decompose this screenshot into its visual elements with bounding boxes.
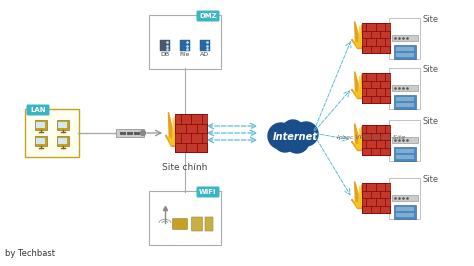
Circle shape: [282, 120, 304, 142]
Polygon shape: [352, 181, 365, 209]
FancyBboxPatch shape: [160, 40, 170, 44]
FancyBboxPatch shape: [362, 73, 390, 103]
FancyBboxPatch shape: [201, 48, 210, 51]
FancyBboxPatch shape: [396, 149, 414, 153]
Text: Site chính: Site chính: [162, 163, 208, 172]
Circle shape: [294, 122, 318, 146]
FancyBboxPatch shape: [396, 47, 414, 51]
FancyBboxPatch shape: [149, 15, 221, 69]
FancyBboxPatch shape: [35, 120, 47, 130]
FancyBboxPatch shape: [390, 177, 420, 218]
FancyBboxPatch shape: [396, 213, 414, 217]
FancyBboxPatch shape: [392, 85, 418, 91]
FancyBboxPatch shape: [394, 147, 416, 161]
Polygon shape: [352, 22, 365, 48]
FancyBboxPatch shape: [197, 186, 219, 197]
Text: AD: AD: [201, 52, 210, 57]
Polygon shape: [165, 112, 179, 146]
FancyBboxPatch shape: [394, 95, 416, 109]
FancyBboxPatch shape: [362, 23, 390, 53]
Polygon shape: [352, 123, 365, 151]
Text: Site: Site: [423, 117, 439, 126]
Polygon shape: [355, 128, 363, 149]
FancyBboxPatch shape: [390, 18, 420, 59]
FancyBboxPatch shape: [394, 45, 416, 59]
FancyBboxPatch shape: [396, 155, 414, 159]
Text: Site: Site: [423, 15, 439, 24]
FancyBboxPatch shape: [173, 218, 188, 230]
Circle shape: [274, 130, 296, 152]
FancyBboxPatch shape: [58, 122, 67, 128]
FancyBboxPatch shape: [36, 122, 46, 128]
FancyBboxPatch shape: [396, 207, 414, 211]
FancyBboxPatch shape: [390, 68, 420, 109]
Circle shape: [268, 123, 294, 149]
FancyBboxPatch shape: [201, 44, 210, 48]
Circle shape: [285, 129, 309, 153]
Text: Internet: Internet: [273, 132, 318, 142]
Text: DB: DB: [160, 52, 170, 57]
FancyBboxPatch shape: [35, 136, 47, 146]
FancyBboxPatch shape: [27, 105, 49, 115]
FancyBboxPatch shape: [396, 103, 414, 107]
Polygon shape: [355, 26, 363, 47]
Text: Site: Site: [423, 65, 439, 74]
Text: Ipsec VPN Site-to-Site: Ipsec VPN Site-to-Site: [337, 135, 405, 140]
FancyBboxPatch shape: [58, 138, 67, 144]
FancyBboxPatch shape: [396, 53, 414, 57]
Text: by Techbast: by Techbast: [5, 249, 55, 258]
Text: DMZ: DMZ: [199, 13, 217, 19]
FancyBboxPatch shape: [362, 125, 390, 155]
Polygon shape: [355, 186, 363, 207]
FancyBboxPatch shape: [57, 136, 69, 146]
Text: File: File: [180, 52, 190, 57]
FancyBboxPatch shape: [396, 97, 414, 101]
FancyBboxPatch shape: [160, 44, 170, 48]
FancyBboxPatch shape: [390, 119, 420, 160]
FancyBboxPatch shape: [149, 191, 221, 245]
FancyBboxPatch shape: [392, 137, 418, 143]
FancyBboxPatch shape: [394, 205, 416, 219]
FancyBboxPatch shape: [116, 129, 144, 137]
Polygon shape: [355, 76, 363, 97]
Text: Site: Site: [423, 175, 439, 184]
Circle shape: [140, 131, 146, 135]
FancyBboxPatch shape: [362, 183, 390, 213]
FancyBboxPatch shape: [180, 48, 190, 51]
Polygon shape: [352, 72, 365, 98]
FancyBboxPatch shape: [180, 40, 190, 44]
FancyBboxPatch shape: [191, 217, 202, 231]
FancyBboxPatch shape: [57, 120, 69, 130]
Text: LAN: LAN: [30, 107, 46, 113]
FancyBboxPatch shape: [180, 44, 190, 48]
FancyBboxPatch shape: [197, 10, 219, 22]
Polygon shape: [168, 118, 176, 144]
FancyBboxPatch shape: [25, 109, 79, 157]
Text: WiFi: WiFi: [199, 189, 217, 195]
FancyBboxPatch shape: [392, 35, 418, 41]
FancyBboxPatch shape: [36, 138, 46, 144]
FancyBboxPatch shape: [201, 40, 210, 44]
FancyBboxPatch shape: [205, 217, 213, 231]
FancyBboxPatch shape: [160, 48, 170, 51]
FancyBboxPatch shape: [392, 195, 418, 201]
FancyBboxPatch shape: [175, 114, 208, 152]
